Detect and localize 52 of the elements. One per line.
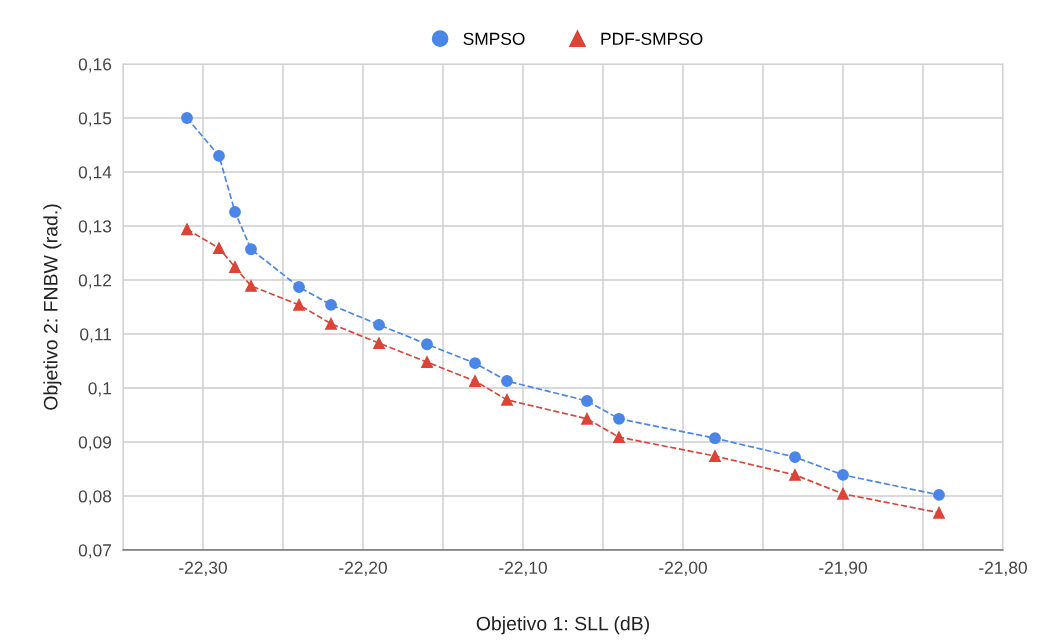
x-axis-title: Objetivo 1: SLL (dB) (476, 616, 649, 635)
y-tick-label: 0,16 (78, 58, 112, 73)
point (373, 337, 385, 350)
point (613, 412, 625, 425)
point (421, 356, 433, 368)
x-tick-label: -22,10 (499, 561, 547, 576)
point (325, 298, 337, 311)
point (469, 375, 481, 387)
y-tick-label: 0,07 (78, 544, 112, 559)
point (213, 149, 225, 162)
y-tick-label: 0,15 (78, 112, 112, 127)
y-tick-label: 0,14 (78, 166, 112, 181)
point (789, 469, 801, 481)
x-tick-label: -22,20 (339, 561, 387, 576)
legend-label: SMPSO (463, 32, 525, 45)
point (213, 242, 225, 255)
point (789, 451, 801, 464)
y-tick-label: 0,11 (80, 328, 112, 343)
x-tick-label: -22,30 (179, 561, 227, 576)
y-tick-label: 0,08 (78, 490, 112, 505)
point (469, 357, 481, 370)
point (581, 412, 593, 425)
point (581, 395, 593, 407)
legend-label: PDF-SMPSO (601, 32, 703, 45)
point (709, 450, 721, 462)
point (421, 338, 433, 351)
point (245, 280, 257, 292)
y-tick-label: 0,13 (78, 220, 112, 235)
point (613, 431, 625, 444)
y-tick-label: 0,09 (78, 436, 112, 451)
point (325, 317, 337, 330)
point (229, 206, 241, 218)
x-tick-label: -21,80 (979, 561, 1027, 576)
point (229, 261, 241, 273)
y-axis-title: Objetivo 2: FNBW (rad.) (43, 204, 62, 410)
point (933, 489, 945, 501)
y-tick-label: 0,1 (88, 382, 112, 397)
point (501, 375, 513, 387)
y-tick-label: 0,12 (78, 274, 112, 289)
x-tick-label: -22,00 (659, 561, 707, 576)
point (837, 487, 849, 500)
point (709, 432, 721, 445)
point (933, 506, 945, 519)
point (837, 469, 849, 481)
point (245, 243, 257, 256)
point (181, 223, 193, 236)
point (293, 281, 305, 293)
x-tick-label: -21,90 (819, 561, 867, 576)
point (373, 318, 385, 331)
point (181, 112, 193, 124)
point (293, 298, 305, 311)
point (501, 393, 513, 406)
